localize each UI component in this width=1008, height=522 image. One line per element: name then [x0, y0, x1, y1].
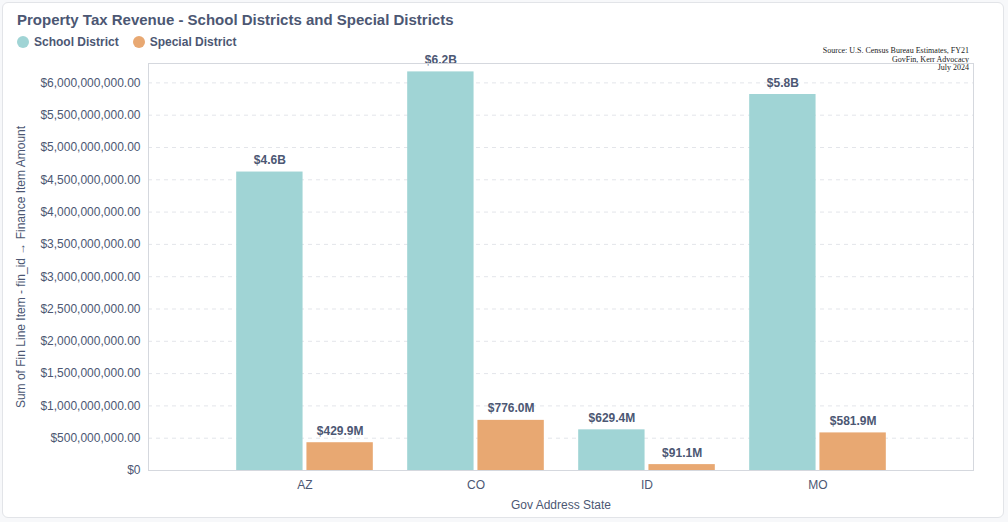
svg-text:Gov Address State: Gov Address State: [511, 498, 611, 512]
svg-text:$5.8B: $5.8B: [767, 76, 799, 90]
svg-text:$581.9M: $581.9M: [830, 414, 877, 428]
svg-text:$4,000,000,000.00: $4,000,000,000.00: [40, 205, 140, 219]
html-text:Source: U.S. Census Bureau Est: Source: U.S. Census Bureau Estimates, FY…: [822, 46, 969, 55]
html-text:GovFin, Kerr Advocacy: GovFin, Kerr Advocacy: [891, 54, 969, 64]
svg-text:CO: CO: [467, 478, 485, 492]
svg-text:AZ: AZ: [297, 478, 312, 492]
svg-text:$776.0M: $776.0M: [488, 401, 535, 415]
svg-text:$2,000,000,000.00: $2,000,000,000.00: [40, 334, 140, 348]
svg-text:$2,500,000,000.00: $2,500,000,000.00: [40, 302, 140, 316]
svg-text:Sum of Fin Line Item - fin_id: Sum of Fin Line Item - fin_id → Finance …: [14, 125, 28, 408]
svg-text:ID: ID: [641, 478, 653, 492]
svg-text:$6.2B: $6.2B: [425, 53, 457, 67]
svg-text:$1,500,000,000.00: $1,500,000,000.00: [40, 366, 140, 380]
html-text:School District: School District: [34, 35, 119, 49]
svg-text:$5,000,000,000.00: $5,000,000,000.00: [40, 140, 140, 154]
svg-text:$500,000,000.00: $500,000,000.00: [50, 431, 140, 445]
svg-text:$6,000,000,000.00: $6,000,000,000.00: [40, 76, 140, 90]
svg-text:$1,000,000,000.00: $1,000,000,000.00: [40, 399, 140, 413]
svg-text:$5,500,000,000.00: $5,500,000,000.00: [40, 108, 140, 122]
html-text:Property Tax Revenue - School: Property Tax Revenue - School Districts …: [17, 11, 454, 28]
svg-text:$4,500,000,000.00: $4,500,000,000.00: [40, 173, 140, 187]
svg-text:$0: $0: [127, 463, 141, 477]
svg-text:$3,500,000,000.00: $3,500,000,000.00: [40, 237, 140, 251]
svg-text:$3,000,000,000.00: $3,000,000,000.00: [40, 270, 140, 284]
svg-text:MO: MO: [808, 478, 827, 492]
svg-text:$429.9M: $429.9M: [317, 424, 364, 438]
svg-text:$629.4M: $629.4M: [589, 411, 636, 425]
svg-text:$4.6B: $4.6B: [254, 153, 286, 167]
svg-text:$91.1M: $91.1M: [662, 446, 702, 460]
html-text:Special District: Special District: [149, 35, 237, 49]
html-text:July 2024: July 2024: [937, 63, 969, 72]
